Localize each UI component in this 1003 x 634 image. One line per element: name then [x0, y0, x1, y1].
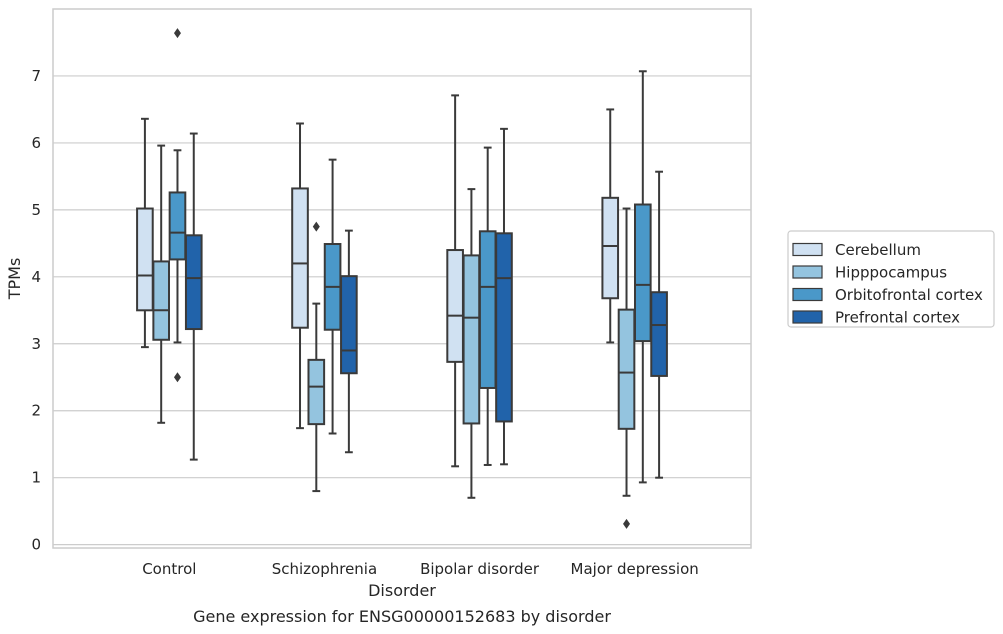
- y-tick-label: 7: [31, 67, 41, 85]
- box-iqr: [446, 249, 464, 363]
- box-hipppocampus-1: [307, 221, 326, 493]
- legend-frame: [787, 230, 995, 328]
- box-prefrontal-cortex-3: [650, 170, 668, 479]
- y-tick-label: 6: [31, 134, 41, 152]
- box-plots: [136, 28, 668, 529]
- box-iqr: [617, 308, 636, 430]
- legend-swatch: [792, 265, 823, 279]
- box-prefrontal-cortex-2: [495, 127, 513, 466]
- box-hipppocampus-3: [617, 207, 636, 529]
- box-iqr: [184, 234, 203, 331]
- box-iqr: [495, 232, 513, 423]
- y-axis-ticks: 0 1 2 3 4 5 6 7: [31, 67, 41, 554]
- box-iqr: [291, 187, 309, 329]
- outlier-point: [173, 28, 181, 39]
- outlier-point: [623, 518, 631, 529]
- box-iqr: [478, 230, 497, 389]
- box-iqr: [168, 191, 187, 261]
- box-iqr: [601, 196, 620, 300]
- y-tick-label: 0: [31, 536, 41, 554]
- x-axis-ticks: Control Schizophrenia Bipolar disorder Majo…: [142, 560, 699, 578]
- outlier-point: [173, 372, 181, 383]
- box-prefrontal-cortex-1: [340, 229, 358, 454]
- box-orbitofrontal-cortex-0: [168, 28, 187, 383]
- box-cerebellum-2: [446, 94, 464, 468]
- legend: Cerebellum Hipppocampus Orbitofrontal cort…: [787, 230, 995, 328]
- box-iqr: [340, 275, 358, 375]
- legend-swatch: [792, 310, 823, 324]
- legend-label: Hipppocampus: [835, 264, 947, 282]
- x-tick-label: Major depression: [571, 560, 699, 578]
- box-iqr: [307, 358, 326, 426]
- box-iqr: [136, 207, 154, 312]
- y-tick-label: 4: [31, 268, 41, 286]
- box-orbitofrontal-cortex-3: [633, 70, 652, 484]
- y-axis-title: TPMs: [5, 258, 24, 301]
- box-cerebellum-3: [601, 108, 620, 344]
- x-axis-title: Disorder: [368, 581, 436, 600]
- x-tick-label: Schizophrenia: [272, 560, 377, 578]
- box-orbitofrontal-cortex-1: [323, 158, 342, 435]
- outlier-point: [312, 221, 320, 232]
- box-iqr: [650, 291, 668, 377]
- y-tick-label: 2: [31, 402, 41, 420]
- box-hipppocampus-0: [152, 144, 171, 424]
- box-orbitofrontal-cortex-2: [478, 146, 497, 466]
- box-cerebellum-0: [136, 117, 154, 349]
- legend-label: Cerebellum: [835, 241, 921, 259]
- box-cerebellum-1: [291, 122, 309, 430]
- x-tick-label: Control: [142, 560, 196, 578]
- plot-frame: [52, 8, 752, 549]
- legend-swatch: [792, 242, 823, 257]
- box-prefrontal-cortex-0: [184, 132, 203, 461]
- y-tick-label: 3: [31, 335, 41, 353]
- y-tick-label: 1: [31, 469, 41, 487]
- legend-label: Prefrontal cortex: [835, 309, 960, 327]
- x-tick-label: Bipolar disorder: [420, 560, 540, 578]
- box-iqr: [152, 260, 171, 341]
- legend-label: Orbitofrontal cortex: [835, 286, 983, 304]
- y-tick-label: 5: [31, 201, 41, 219]
- box-iqr: [462, 254, 481, 425]
- box-iqr: [633, 203, 652, 343]
- box-hipppocampus-2: [462, 188, 481, 499]
- chart-caption: Gene expression for ENSG00000152683 by d…: [193, 607, 611, 626]
- legend-swatch: [792, 287, 823, 302]
- legend-items: Cerebellum Hipppocampus Orbitofrontal cort…: [792, 241, 983, 327]
